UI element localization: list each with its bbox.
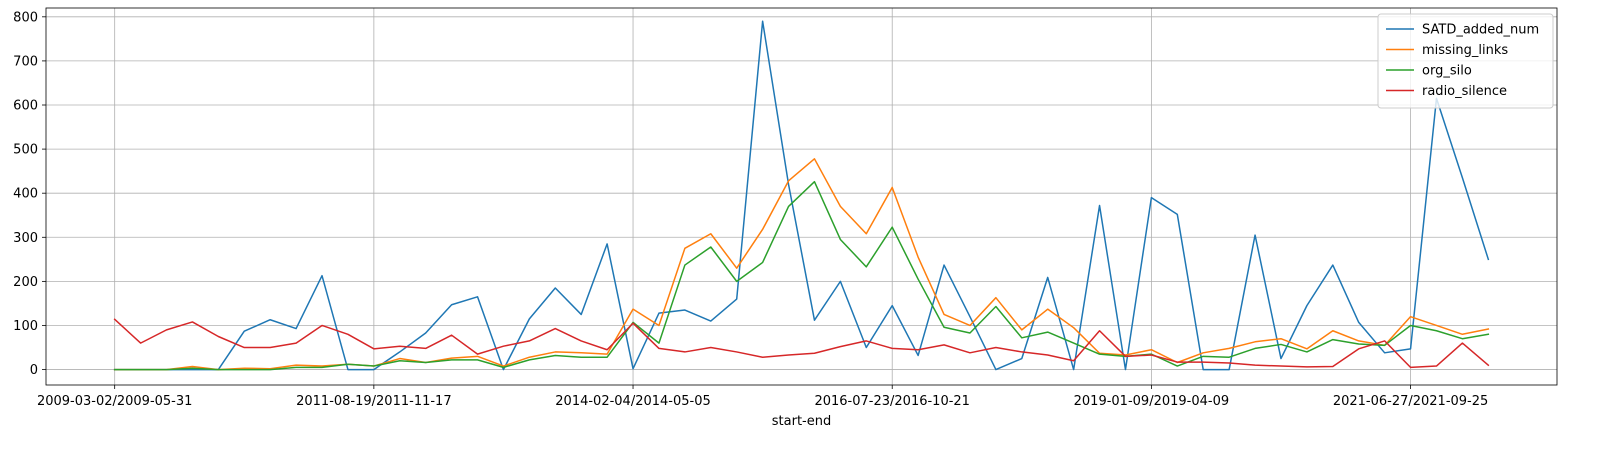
plot-frame bbox=[45, 7, 1558, 386]
y-tick-label: 500 bbox=[13, 143, 38, 158]
x-axis-title: start-end bbox=[772, 414, 831, 429]
series-layer bbox=[113, 20, 1490, 371]
axis-ticks: 0 100 200 300 400 500 600 700 800 2009-03-02/2009… bbox=[13, 10, 1488, 409]
legend-label-org-silo: org_silo bbox=[1422, 64, 1472, 79]
y-tick-label: 200 bbox=[13, 275, 38, 290]
y-tick-label: 700 bbox=[13, 54, 38, 69]
x-tick-label: 2009-03-02/2009-05-31 bbox=[37, 394, 192, 409]
y-tick-label: 400 bbox=[13, 187, 38, 202]
y-tick-label: 600 bbox=[13, 99, 38, 114]
plot-border bbox=[45, 7, 1558, 386]
x-tick-label: 2016-07-23/2016-10-21 bbox=[814, 394, 969, 409]
series-line-missing-links bbox=[113, 158, 1490, 371]
y-tick-label: 0 bbox=[30, 363, 38, 378]
x-tick-label: 2021-06-27/2021-09-25 bbox=[1333, 394, 1488, 409]
x-tick-label: 2014-02-04/2014-05-05 bbox=[555, 394, 710, 409]
grid bbox=[46, 8, 1557, 385]
legend-label-missing-links: missing_links bbox=[1422, 43, 1508, 58]
series-line-satd-added-num bbox=[113, 20, 1490, 371]
legend-box bbox=[1377, 13, 1554, 109]
series-line-radio-silence bbox=[113, 318, 1490, 369]
series-line-org-silo bbox=[113, 180, 1490, 371]
legend-label-satd-added-num: SATD_added_num bbox=[1422, 23, 1539, 38]
y-tick-label: 800 bbox=[13, 10, 38, 25]
x-tick-label: 2011-08-19/2011-11-17 bbox=[296, 394, 451, 409]
x-tick-label: 2019-01-09/2019-04-09 bbox=[1074, 394, 1229, 409]
y-tick-label: 100 bbox=[13, 319, 38, 334]
legend-label-radio-silence: radio_silence bbox=[1422, 84, 1507, 99]
legend: SATD_added_num missing_links org_siloradio… bbox=[1377, 13, 1554, 109]
y-tick-label: 300 bbox=[13, 231, 38, 246]
